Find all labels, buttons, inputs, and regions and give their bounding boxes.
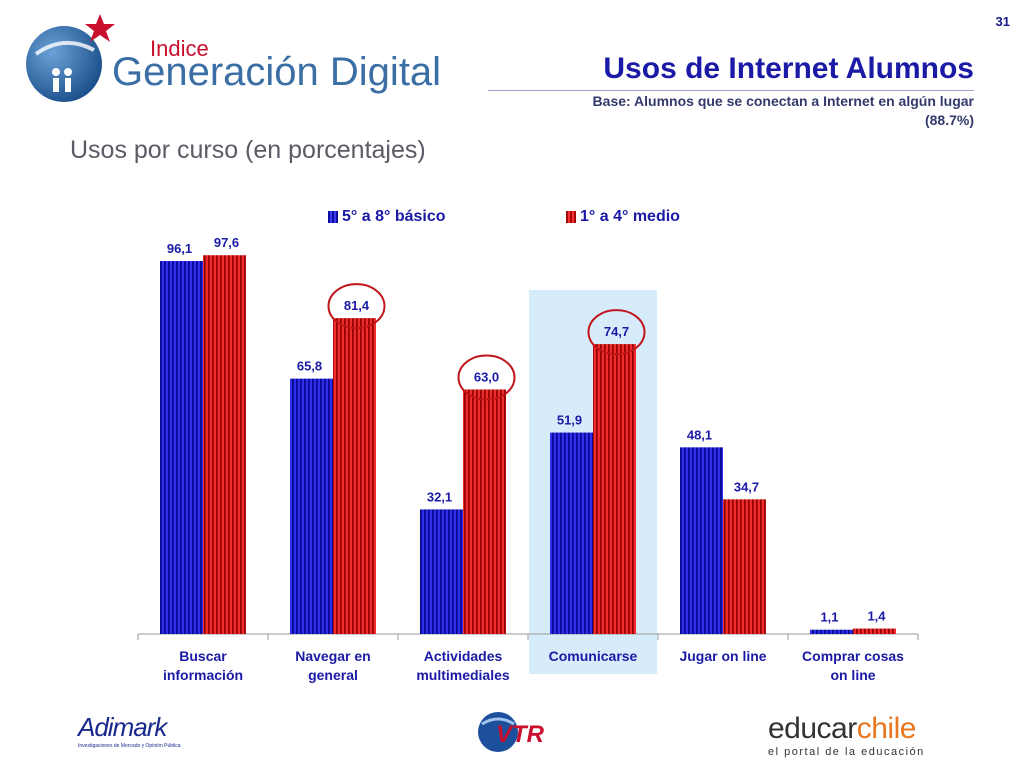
logo-name-text: Generación Digital xyxy=(112,50,442,94)
adimark-tagline: Investigaciones de Mercado y Opinión Púb… xyxy=(78,743,181,749)
category-label: multimediales xyxy=(416,667,510,683)
data-label-series-2: 1,4 xyxy=(867,609,886,624)
data-label-series-1: 65,8 xyxy=(297,359,322,374)
highlight-circle xyxy=(587,309,646,356)
vtr-logo: VTR xyxy=(478,712,545,752)
highlight-circle xyxy=(327,283,386,330)
bar-series-2 xyxy=(203,255,246,634)
chile-wordmark: chile xyxy=(856,712,917,745)
bar-series-2 xyxy=(853,628,896,634)
category-label: on line xyxy=(830,667,875,683)
bar-series-2 xyxy=(723,499,766,634)
data-label-series-2: 97,6 xyxy=(214,235,239,250)
data-label-series-2: 74,7 xyxy=(604,324,629,339)
bar-series-1 xyxy=(810,629,853,634)
category-label: Comunicarse xyxy=(549,648,638,664)
data-label-series-1: 51,9 xyxy=(557,413,582,428)
logo-indice-text: Indice xyxy=(150,36,209,61)
category-label: Comprar cosas xyxy=(802,648,904,664)
legend-label-series-1: 5° a 8° básico xyxy=(342,208,446,225)
bar-series-1 xyxy=(290,378,333,634)
category-label: general xyxy=(308,667,358,683)
bar-series-1 xyxy=(680,447,723,634)
bar-series-2 xyxy=(333,318,376,634)
legend-label-series-2: 1° a 4° medio xyxy=(580,208,680,225)
data-label-series-2: 34,7 xyxy=(734,479,759,494)
data-label-series-1: 96,1 xyxy=(167,241,192,256)
educarchile-logo: educarchile el portal de la educación xyxy=(768,712,925,758)
legend-swatch-series-1 xyxy=(328,211,338,223)
bar-series-2 xyxy=(593,344,636,634)
educarchile-tagline: el portal de la educación xyxy=(768,746,925,758)
vtr-wordmark: VTR xyxy=(496,721,545,748)
legend-item-series-2: 1° a 4° medio xyxy=(566,208,680,226)
educar-wordmark: educar xyxy=(768,712,857,745)
category-label: Jugar on line xyxy=(679,648,766,664)
bar-series-2 xyxy=(463,389,506,634)
highlight-circle xyxy=(457,354,516,401)
section-title: Usos por curso (en porcentajes) xyxy=(70,136,426,164)
subtitle-line-1: Base: Alumnos que se conectan a Internet… xyxy=(592,93,974,109)
data-label-series-1: 32,1 xyxy=(427,489,452,504)
data-label-series-2: 63,0 xyxy=(474,370,499,385)
page-subtitle: Base: Alumnos que se conectan a Internet… xyxy=(494,92,974,130)
adimark-wordmark: Adimark xyxy=(78,712,167,742)
legend-item-series-1: 5° a 8° básico xyxy=(328,208,446,226)
bar-chart: 96,1 65,8 32,1 51,9 48,1 1,1 97,6 81,4 63,0 74,7 3… xyxy=(137,235,919,683)
page-number: 31 xyxy=(995,14,1010,29)
legend-swatch-series-2 xyxy=(566,211,576,223)
data-label-series-1: 48,1 xyxy=(687,427,712,442)
data-label-series-1: 1,1 xyxy=(820,610,838,625)
data-label-series-2: 81,4 xyxy=(344,298,370,313)
subtitle-line-2: (88.7%) xyxy=(924,112,974,128)
category-label: información xyxy=(163,667,243,683)
adimark-logo: Adimark Investigaciones de Mercado y Opi… xyxy=(78,712,181,749)
generacion-digital-logo xyxy=(26,14,115,102)
bar-series-1 xyxy=(420,509,463,634)
category-label: Buscar xyxy=(179,648,227,664)
category-label: Actividades xyxy=(424,648,503,664)
bar-series-1 xyxy=(160,261,203,634)
category-label: Navegar en xyxy=(295,648,370,664)
bar-series-1 xyxy=(550,432,593,634)
title-divider xyxy=(488,90,974,91)
page-title: Usos de Internet Alumnos xyxy=(603,52,974,85)
